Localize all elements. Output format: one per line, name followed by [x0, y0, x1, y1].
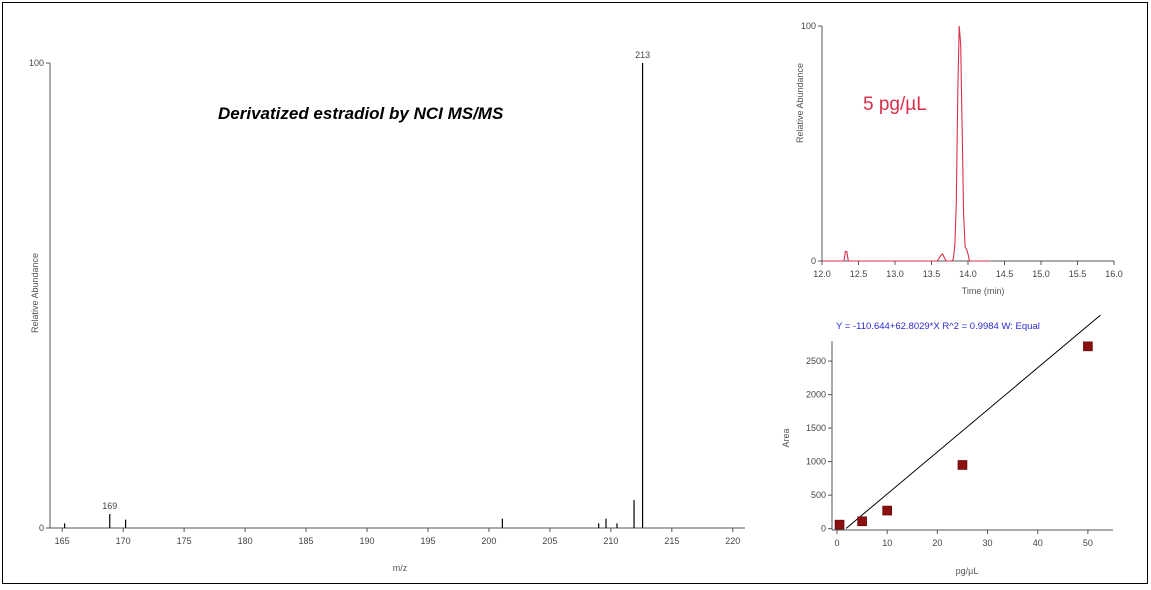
chromatogram-chart: Relative Abundance Time (min) 5 pg/µL 0 1…	[795, 21, 1123, 296]
calibration-point	[882, 505, 892, 516]
calibration-ytick-label: 2000	[806, 390, 826, 400]
calibration-xtick-label: 0	[835, 538, 840, 548]
calibration-chart: Y = -110.644+62.8029*X R^2 = 0.9984 W: E…	[781, 314, 1113, 576]
spectrum-xtick-label: 200	[481, 536, 496, 546]
chrom-concentration-label: 5 pg/µL	[863, 94, 927, 115]
calibration-xtick-label: 50	[1083, 538, 1093, 548]
spectrum-xtick-label: 185	[299, 536, 314, 546]
calibration-point	[1083, 341, 1093, 352]
calibration-ytick-label: 500	[811, 490, 826, 500]
spectrum-xlabel: m/z	[393, 563, 408, 573]
calibration-fit-line	[845, 314, 1101, 529]
chrom-ytick-label: 0	[811, 256, 816, 266]
chromatogram-trace	[822, 25, 990, 262]
spectrum-xtick-label: 220	[725, 536, 740, 546]
chrom-xtick-label: 14.5	[996, 269, 1014, 279]
calibration-xtick-label: 10	[882, 538, 892, 548]
calibration-ytick-label: 1000	[806, 457, 826, 467]
chrom-ytick-label: 100	[801, 21, 816, 31]
spectrum-chart: Derivatized estradiol by NCI MS/MS Relat…	[29, 50, 745, 573]
spectrum-xtick-label: 170	[116, 536, 131, 546]
chrom-xtick-label: 13.0	[886, 269, 904, 279]
spectrum-xtick-label: 180	[238, 536, 253, 546]
spectrum-peak-label: 213	[635, 50, 650, 60]
chrom-xtick-label: 15.0	[1032, 269, 1050, 279]
chrom-xtick-label: 12.5	[850, 269, 868, 279]
chrom-xtick-label: 15.5	[1069, 269, 1087, 279]
calibration-ytick-label: 0	[821, 524, 826, 534]
spectrum-xtick-label: 195	[420, 536, 435, 546]
calibration-ytick-label: 2500	[806, 356, 826, 366]
spectrum-ylabel: Relative Abundance	[30, 253, 40, 333]
chrom-xtick-label: 12.0	[813, 269, 831, 279]
spectrum-title: Derivatized estradiol by NCI MS/MS	[218, 104, 504, 123]
spectrum-xtick-label: 190	[360, 536, 375, 546]
calibration-xtick-label: 20	[932, 538, 942, 548]
spectrum-xtick-label: 165	[55, 536, 70, 546]
calibration-ylabel: Area	[781, 428, 791, 447]
spectrum-peak-label: 169	[102, 501, 117, 511]
figure-canvas: Derivatized estradiol by NCI MS/MS Relat…	[29, 21, 1123, 576]
calibration-point	[957, 460, 968, 470]
chrom-xtick-label: 14.0	[959, 269, 977, 279]
chrom-xtick-label: 13.5	[923, 269, 941, 279]
spectrum-ytick-label: 100	[29, 58, 44, 68]
chrom-xtick-label: 16.0	[1105, 269, 1123, 279]
calibration-ytick-label: 1500	[806, 423, 826, 433]
chrom-ylabel: Relative Abundance	[795, 63, 805, 143]
calibration-xtick-label: 30	[983, 538, 993, 548]
spectrum-xtick-label: 205	[542, 536, 557, 546]
spectrum-ytick-label: 0	[39, 523, 44, 533]
spectrum-xtick-label: 175	[177, 536, 192, 546]
calibration-equation: Y = -110.644+62.8029*X R^2 = 0.9984 W: E…	[836, 321, 1040, 332]
spectrum-xtick-label: 210	[603, 536, 618, 546]
calibration-xtick-label: 40	[1033, 538, 1043, 548]
chrom-xlabel: Time (min)	[962, 286, 1005, 296]
calibration-point	[857, 516, 867, 527]
spectrum-xtick-label: 215	[664, 536, 679, 546]
calibration-xlabel: pg/µL	[956, 566, 979, 576]
calibration-point	[834, 519, 845, 530]
